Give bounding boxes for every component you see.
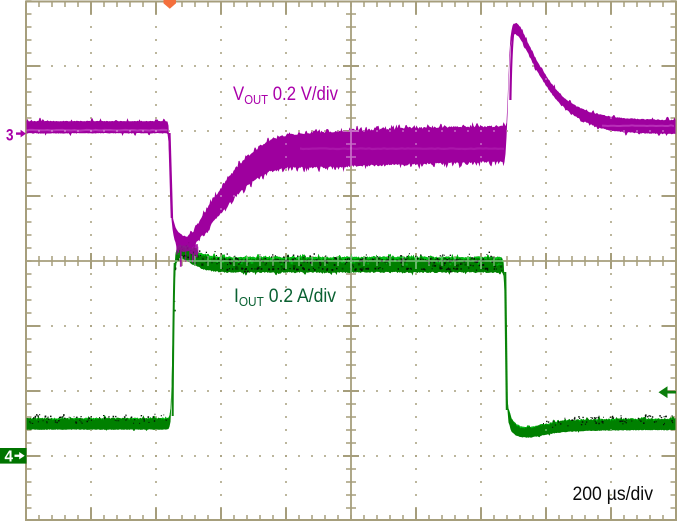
svg-text:3: 3 bbox=[6, 126, 14, 145]
svg-text:200 µs/div: 200 µs/div bbox=[573, 483, 654, 505]
svg-text:4: 4 bbox=[5, 449, 14, 466]
